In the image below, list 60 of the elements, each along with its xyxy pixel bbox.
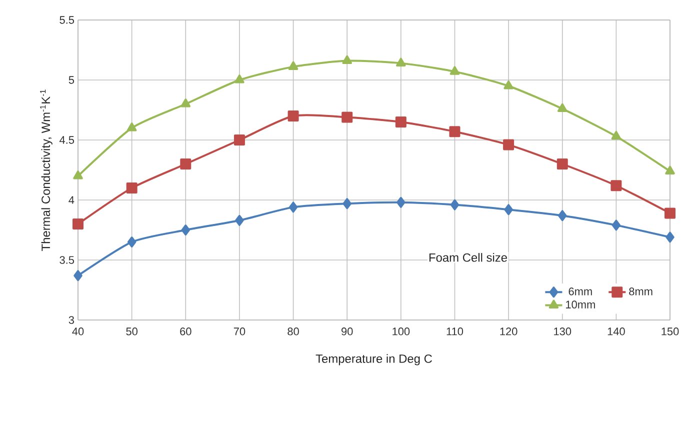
- x-tick-label: 100: [392, 328, 410, 336]
- legend-label: 8mm: [629, 288, 652, 296]
- point: [450, 66, 460, 75]
- point: [396, 58, 406, 66]
- point: [126, 122, 137, 132]
- point: [342, 112, 353, 123]
- point: [234, 74, 244, 84]
- point: [127, 236, 136, 248]
- point: [288, 61, 298, 70]
- point: [235, 214, 244, 226]
- point: [396, 196, 406, 208]
- y-axis-title: Thermal Conductivity, Wm$^{-1}$K$^{-1}$: [40, 90, 52, 251]
- y-tick-label: 3: [68, 316, 74, 324]
- x-tick-label: 70: [234, 328, 246, 336]
- y-tick-label: 4.5: [60, 136, 74, 144]
- y-tick-label: 5.5: [60, 16, 74, 24]
- point: [449, 126, 460, 138]
- x-tick-label: 80: [288, 328, 299, 336]
- point: [450, 199, 460, 210]
- x-tick-label: 150: [662, 328, 679, 336]
- point: [342, 198, 352, 210]
- point: [665, 166, 675, 174]
- x-tick-label: 90: [342, 328, 353, 336]
- point: [73, 170, 83, 180]
- legend-label: 6mm: [568, 288, 592, 296]
- y-tick-label: 3.5: [60, 256, 74, 264]
- point: [557, 103, 568, 112]
- point: [610, 180, 622, 192]
- x-axis-title: Temperature in Deg C: [316, 354, 432, 366]
- point: [180, 158, 192, 170]
- point: [503, 139, 514, 150]
- point: [611, 130, 622, 140]
- y-tick-label: 5: [68, 76, 74, 84]
- x-tick-label: 110: [446, 328, 464, 336]
- point: [181, 224, 190, 236]
- point: [234, 134, 245, 146]
- point: [504, 80, 514, 90]
- x-tick-label: 60: [180, 328, 192, 336]
- x-tick-label: 130: [554, 328, 572, 336]
- point: [664, 208, 676, 219]
- point: [558, 210, 567, 222]
- point: [288, 110, 299, 122]
- point: [556, 158, 568, 170]
- point: [180, 98, 191, 108]
- point: [288, 202, 298, 213]
- x-tick-label: 120: [500, 328, 518, 336]
- point: [395, 116, 406, 128]
- point: [72, 218, 84, 230]
- point: [342, 55, 352, 64]
- y-tick-label: 4: [68, 196, 74, 204]
- point: [666, 232, 674, 243]
- x-tick-label: 140: [608, 328, 625, 336]
- point: [612, 220, 621, 231]
- x-tick-label: 40: [72, 328, 84, 336]
- point: [74, 270, 82, 282]
- point: [504, 204, 513, 216]
- legend-label: 10mm: [566, 300, 595, 308]
- point: [126, 182, 138, 194]
- x-tick-label: 50: [126, 328, 138, 336]
- legend-title: Foam Cell size: [429, 253, 507, 262]
